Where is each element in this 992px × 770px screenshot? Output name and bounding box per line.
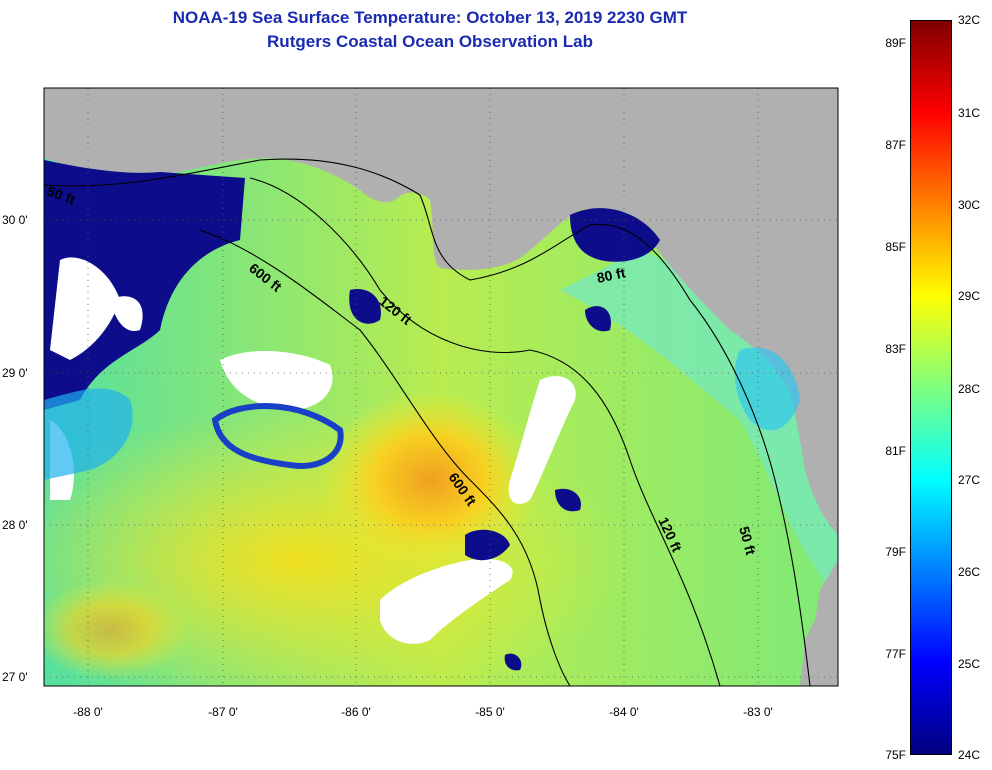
lat-label-27: 27 0': [2, 670, 28, 684]
cloud-west-white: [50, 257, 143, 500]
colorbar-label-29c: 29C: [958, 289, 981, 303]
cloud-center-white: [220, 350, 333, 410]
colorbar-label-89f: 89F: [885, 36, 906, 50]
colorbar-label-24c: 24C: [958, 748, 981, 762]
colorbar-label-77f: 77F: [885, 647, 906, 661]
colorbar-label-25c: 25C: [958, 657, 981, 671]
lat-label-28: 28 0': [2, 518, 28, 532]
cloud-central: [349, 289, 381, 324]
land-southeast: [800, 560, 838, 686]
land-north: [44, 88, 838, 535]
cloud-south-blue: [465, 488, 581, 671]
contour-120ft: [249, 177, 721, 686]
lat-label-29: 29 0': [2, 366, 28, 380]
cloud-south-white: [380, 558, 513, 644]
colorbar-label-83f: 83F: [885, 342, 906, 356]
cloud-west: [44, 160, 245, 410]
lon-label-84: -84 0': [609, 705, 639, 719]
lat-label-30: 30 0': [2, 213, 28, 227]
sst-map: 50 ft 600 ft 120 ft 80 ft 600 ft 120 ft …: [43, 87, 839, 687]
colorbar-label-31c: 31C: [958, 106, 981, 120]
colorbar-label-32c: 32C: [958, 13, 981, 27]
cloud-east-cyan: [734, 347, 800, 431]
cloud-west-cyan: [44, 388, 133, 480]
contour-label-50ft-east: 50 ft: [736, 525, 759, 557]
map-image: [44, 88, 838, 686]
lon-label-87: -87 0': [208, 705, 238, 719]
map-frame: [43, 87, 839, 687]
colorbar-label-75f: 75F: [885, 748, 906, 762]
colorbar-label-26c: 26C: [958, 565, 981, 579]
contour-label-80ft: 80 ft: [595, 264, 627, 286]
colorbar-label-81f: 81F: [885, 444, 906, 458]
lon-label-85: -85 0': [475, 705, 505, 719]
warm-core: [320, 390, 540, 570]
graticule: [44, 88, 838, 686]
colorbar-label-27c: 27C: [958, 473, 981, 487]
temperature-colorbar: [910, 20, 952, 755]
cloud-bigbend: [570, 208, 660, 262]
colorbar-label-79f: 79F: [885, 545, 906, 559]
colorbar-label-85f: 85F: [885, 240, 906, 254]
map-subtitle: Rutgers Coastal Ocean Observation Lab: [267, 32, 593, 51]
warm-southwest: [44, 580, 190, 680]
colorbar-label-87f: 87F: [885, 138, 906, 152]
cloud-northeast: [585, 306, 611, 332]
lon-label-83: -83 0': [743, 705, 773, 719]
contour-600ft: [199, 229, 571, 686]
colorbar-label-30c: 30C: [958, 198, 981, 212]
lon-label-86: -86 0': [341, 705, 371, 719]
colorbar-label-28c: 28C: [958, 382, 981, 396]
map-title: NOAA-19 Sea Surface Temperature: October…: [172, 8, 688, 27]
contour-50ft: [44, 158, 811, 686]
cloud-center-ring: [211, 403, 344, 469]
cloud-shelf: [508, 376, 576, 504]
lon-label-88: -88 0': [73, 705, 103, 719]
